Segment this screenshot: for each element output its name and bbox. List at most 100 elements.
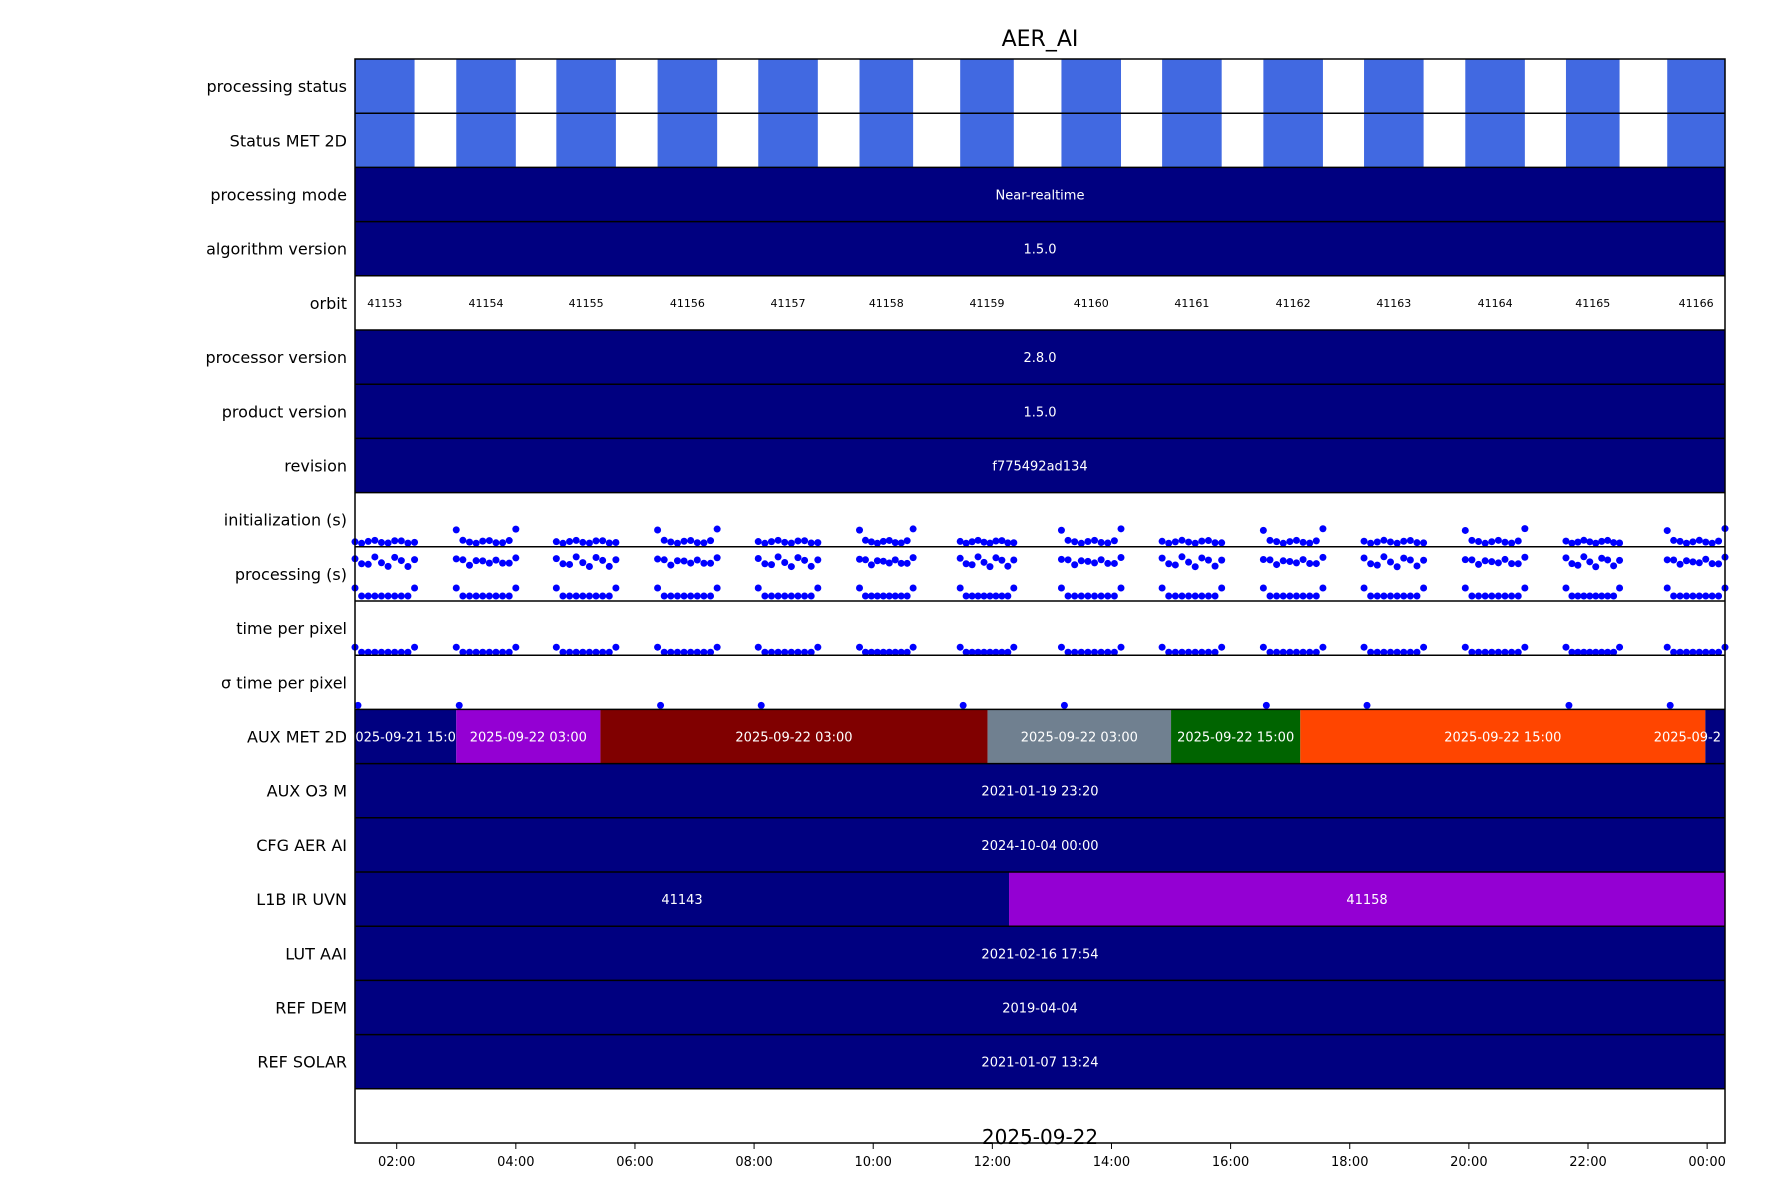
scatter-point (1262, 701, 1270, 709)
scatter-point (1191, 648, 1199, 656)
row-label: product version (222, 402, 347, 421)
aux-met-segment (1171, 709, 1301, 764)
scatter-point (968, 561, 976, 569)
scatter-point (1413, 592, 1421, 600)
scatter-point (459, 592, 467, 600)
scatter-point (1266, 536, 1274, 544)
scatter-point (1481, 557, 1489, 565)
scatter-point (956, 643, 964, 651)
scatter-point (1715, 537, 1723, 545)
scatter-point (660, 536, 668, 544)
scatter-point (873, 539, 881, 547)
scatter-point (909, 584, 917, 592)
x-tick-label: 10:00 (854, 1155, 891, 1170)
scatter-point (1057, 584, 1065, 592)
scatter-point (465, 648, 473, 656)
scatter-point (856, 643, 864, 651)
scatter-point (472, 539, 480, 547)
scatter-point (680, 537, 688, 545)
input-segment-label: 2021-01-19 23:20 (981, 785, 1098, 800)
scatter-point (1380, 592, 1388, 600)
scatter-point (1508, 560, 1516, 568)
scatter-point (1568, 560, 1576, 568)
scatter-point (1695, 592, 1703, 600)
scatter-point (579, 538, 587, 546)
scatter-point (1110, 537, 1118, 545)
scatter-point (998, 648, 1006, 656)
input-segment (355, 817, 1725, 872)
scatter-point (1663, 643, 1671, 651)
scatter-point (986, 648, 994, 656)
scatter-point (1010, 643, 1018, 651)
orbit-label: 41164 (1478, 297, 1513, 310)
scatter-point (986, 539, 994, 547)
scatter-point (1420, 584, 1428, 592)
scatter-point (660, 592, 668, 600)
scatter-point (1420, 643, 1428, 651)
scatter-point (1481, 648, 1489, 656)
scatter-point (391, 537, 399, 545)
scatter-point (1708, 560, 1716, 568)
row-label: AUX MET 2D (247, 728, 347, 747)
scatter-point (897, 648, 905, 656)
scatter-point (667, 592, 675, 600)
scatter-point (879, 537, 887, 545)
scatter-point (492, 592, 500, 600)
scatter-point (1091, 559, 1099, 567)
scatter-point (1198, 537, 1206, 545)
input-segment-label: 41143 (661, 893, 702, 908)
scatter-point (612, 539, 620, 547)
scatter-point (1702, 648, 1710, 656)
status-bar (1061, 59, 1122, 114)
aux-met-segment (355, 709, 457, 764)
scatter-point (660, 556, 668, 564)
scatter-point (1292, 648, 1300, 656)
scatter-point (358, 539, 366, 547)
scatter-point (1592, 592, 1600, 600)
scatter-point (1064, 648, 1072, 656)
scatter-point (384, 592, 392, 600)
scatter-point (572, 536, 580, 544)
scatter-point (404, 539, 412, 547)
scatter-point (579, 648, 587, 656)
scatter-point (404, 563, 412, 571)
status-bar (1061, 113, 1122, 168)
scatter-point (992, 592, 1000, 600)
scatter-point (1468, 536, 1476, 544)
scatter-point (472, 557, 480, 565)
row-label: algorithm version (206, 240, 347, 259)
scatter-point (1508, 539, 1516, 547)
scatter-point (1064, 592, 1072, 600)
scatter-point (1689, 558, 1697, 566)
scatter-point (499, 592, 507, 600)
status-bar (1162, 113, 1222, 168)
scatter-point (1091, 536, 1099, 544)
scatter-point (891, 556, 899, 564)
scatter-point (767, 648, 775, 656)
scatter-point (1670, 556, 1678, 564)
scatter-point (377, 648, 385, 656)
scatter-point (654, 584, 662, 592)
scatter-point (452, 584, 460, 592)
scatter-point (707, 537, 715, 545)
scatter-point (1521, 643, 1529, 651)
scatter-point (1406, 648, 1414, 656)
scatter-point (1568, 648, 1576, 656)
scatter-point (1715, 560, 1723, 568)
scatter-point (1286, 592, 1294, 600)
scatter-point (794, 537, 802, 545)
scatter-point (687, 559, 695, 567)
scatter-point (794, 648, 802, 656)
input-segment-label: 2024-10-04 00:00 (981, 839, 1098, 854)
scatter-point (774, 592, 782, 600)
scatter-point (612, 556, 620, 564)
status-bar (758, 113, 818, 168)
scatter-point (1171, 648, 1179, 656)
scatter-point (867, 648, 875, 656)
scatter-point (1367, 648, 1375, 656)
scatter-point (1319, 584, 1327, 592)
scatter-point (1666, 701, 1674, 709)
scatter-point (974, 592, 982, 600)
scatter-point (1562, 554, 1570, 562)
scatter-point (1057, 555, 1065, 563)
